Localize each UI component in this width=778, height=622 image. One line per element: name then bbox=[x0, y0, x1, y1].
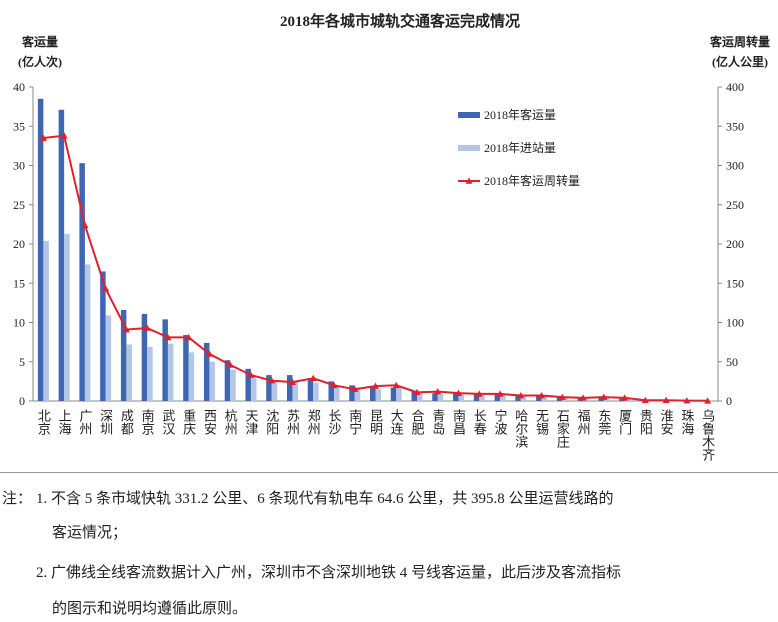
x-tick-label: 厦门 bbox=[617, 409, 632, 435]
x-tick-label: 长沙 bbox=[326, 409, 341, 435]
bar bbox=[183, 335, 189, 401]
y-tick-label: 30 bbox=[13, 159, 25, 173]
bar bbox=[64, 234, 70, 401]
bar bbox=[209, 362, 215, 401]
x-tick-label: 南宁 bbox=[347, 408, 362, 435]
x-tick-label: 杭州 bbox=[223, 409, 238, 435]
x-tick-label: 淮安 bbox=[659, 409, 674, 435]
bar bbox=[106, 315, 112, 401]
x-tick-label: 北京 bbox=[36, 409, 51, 435]
note: 的图示和说明均遵循此原则。 bbox=[52, 597, 247, 618]
bar bbox=[162, 319, 168, 401]
note-prefix: 注： bbox=[2, 487, 32, 508]
x-tick-label: 乌鲁木齐 bbox=[700, 408, 715, 461]
x-tick-label: 大连 bbox=[389, 409, 404, 436]
y2-axis-label: 客运周转量 bbox=[709, 34, 770, 49]
bar bbox=[376, 389, 382, 401]
y-tick-label: 25 bbox=[13, 198, 25, 212]
x-tick-label: 哈尔滨 bbox=[513, 409, 528, 448]
y-tick-label: 0 bbox=[19, 394, 25, 408]
x-tick-label: 深圳 bbox=[98, 409, 113, 435]
y-tick-label: 20 bbox=[13, 237, 25, 251]
x-tick-label: 成都 bbox=[119, 409, 134, 435]
bar bbox=[396, 388, 402, 401]
x-tick-label: 天津 bbox=[243, 409, 258, 435]
bar bbox=[391, 388, 397, 401]
legend-label: 2018年客运量 bbox=[484, 107, 556, 122]
x-tick-label: 东莞 bbox=[596, 409, 611, 436]
x-tick-label: 上海 bbox=[57, 409, 72, 435]
chart-title: 2018年各城市城轨交通客运完成情况 bbox=[280, 12, 520, 30]
bar bbox=[370, 387, 376, 401]
x-tick-label: 贵阳 bbox=[638, 409, 653, 435]
y2-tick-label: 300 bbox=[726, 159, 744, 173]
y2-axis-label: (亿人公里) bbox=[712, 54, 768, 69]
x-tick-label: 宁波 bbox=[493, 408, 508, 435]
x-tick-label: 郑州 bbox=[306, 409, 321, 435]
note: 2. 广佛线全线客流数据计入广州，深圳市不含深圳地铁 4 号线客运量，此后涉及客… bbox=[36, 561, 621, 582]
bar bbox=[189, 352, 195, 401]
x-tick-label: 沈阳 bbox=[264, 409, 279, 435]
bar bbox=[59, 110, 65, 401]
y-tick-label: 40 bbox=[13, 80, 25, 94]
y-axis-label: 客运量 bbox=[21, 34, 58, 49]
x-tick-label: 青岛 bbox=[430, 409, 445, 435]
x-tick-label: 苏州 bbox=[285, 408, 300, 435]
bar bbox=[438, 394, 444, 401]
bar bbox=[334, 387, 340, 401]
y2-tick-label: 0 bbox=[726, 394, 732, 408]
chart: 2018年各城市城轨交通客运完成情况 客运量 (亿人次) 客运周转量 (亿人公里… bbox=[0, 0, 778, 472]
x-tick-label: 合肥 bbox=[410, 409, 425, 436]
x-tick-label: 南京 bbox=[140, 408, 155, 435]
legend-label: 2018年客运周转量 bbox=[484, 173, 580, 188]
legend-label: 2018年进站量 bbox=[484, 141, 556, 155]
bar bbox=[43, 241, 49, 401]
bar bbox=[287, 375, 293, 401]
y-tick-label: 35 bbox=[13, 119, 25, 133]
y2-tick-label: 200 bbox=[726, 237, 744, 251]
legend-swatch bbox=[458, 112, 480, 118]
bar bbox=[79, 163, 85, 401]
x-tick-label: 长春 bbox=[472, 409, 487, 435]
y-axis-label: (亿人次) bbox=[18, 54, 62, 69]
x-tick-label: 武汉 bbox=[160, 409, 175, 435]
x-tick-label: 无锡 bbox=[534, 409, 549, 435]
note: 客运情况； bbox=[52, 521, 127, 542]
bar bbox=[308, 378, 314, 401]
bar bbox=[168, 344, 174, 401]
y-tick-label: 15 bbox=[13, 276, 25, 290]
x-tick-label: 重庆 bbox=[181, 408, 196, 435]
notes: 注： 1. 不含 5 条市域快轨 331.2 公里、6 条现代有轨电车 64.6… bbox=[0, 472, 778, 622]
y2-tick-label: 350 bbox=[726, 119, 744, 133]
y2-tick-label: 400 bbox=[726, 80, 744, 94]
bar bbox=[272, 381, 278, 401]
bar bbox=[126, 344, 132, 401]
bar bbox=[38, 99, 44, 401]
y2-tick-label: 250 bbox=[726, 198, 744, 212]
x-tick-label: 广州 bbox=[77, 409, 92, 435]
legend-swatch bbox=[458, 145, 480, 151]
x-tick-label: 西安 bbox=[202, 409, 217, 435]
y2-tick-label: 150 bbox=[726, 276, 744, 290]
bar bbox=[251, 377, 256, 401]
note: 1. 不含 5 条市域快轨 331.2 公里、6 条现代有轨电车 64.6 公里… bbox=[36, 487, 614, 508]
x-tick-label: 昆明 bbox=[368, 409, 383, 436]
y2-tick-label: 50 bbox=[726, 355, 738, 369]
y-tick-label: 5 bbox=[19, 355, 25, 369]
x-tick-label: 南昌 bbox=[451, 408, 466, 435]
y2-tick-label: 100 bbox=[726, 316, 744, 330]
bar bbox=[147, 347, 153, 401]
y-tick-label: 10 bbox=[13, 316, 25, 330]
bar bbox=[85, 264, 91, 401]
x-tick-label: 石家庄 bbox=[555, 409, 570, 449]
bar bbox=[230, 370, 236, 401]
x-tick-label: 珠海 bbox=[679, 409, 694, 435]
x-tick-label: 福州 bbox=[576, 409, 591, 435]
bar bbox=[313, 383, 319, 401]
